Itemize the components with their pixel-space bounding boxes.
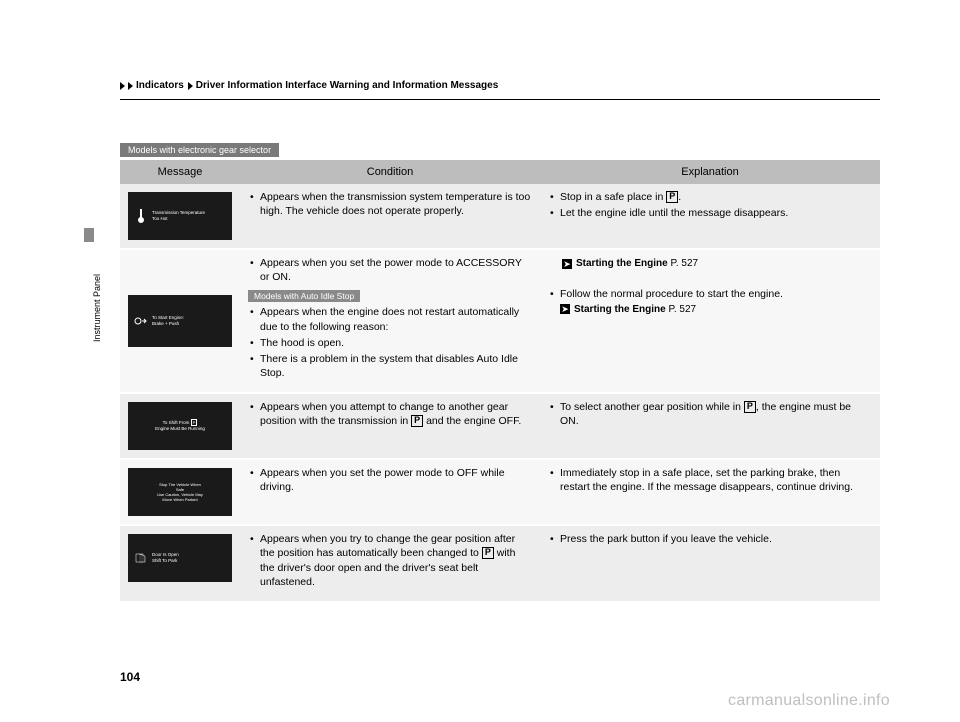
screen-text: Engine Must Be Running: [134, 426, 226, 432]
thermometer-icon: [134, 208, 148, 224]
condition-item: Appears when the transmission system tem…: [248, 190, 532, 218]
side-tab-label: Instrument Panel: [92, 274, 102, 342]
breadcrumb-arrow-icon: [128, 82, 133, 90]
text-run: Appears when you try to change the gear …: [260, 533, 515, 559]
text-run: Stop in a safe place in: [560, 191, 666, 203]
explanation-item: Press the park button if you leave the v…: [548, 532, 872, 546]
table-row: To Shift From P Engine Must Be Running A…: [120, 393, 880, 459]
breadcrumb-level-1: Indicators: [136, 80, 184, 91]
brake-push-icon: [134, 314, 148, 328]
explanation-item: Let the engine idle until the message di…: [548, 206, 872, 220]
explanation-item: Follow the normal procedure to start the…: [548, 287, 872, 317]
side-tab-marker: [84, 228, 94, 242]
gear-p-badge: P: [666, 191, 678, 203]
explanation-item: Stop in a safe place in P.: [548, 190, 872, 204]
col-header-condition: Condition: [240, 160, 540, 184]
text-run: .: [678, 191, 681, 203]
text-run: and the engine OFF.: [423, 415, 521, 427]
breadcrumb-arrow-icon: [120, 82, 125, 90]
condition-item: Appears when you set the power mode to O…: [248, 466, 532, 494]
gear-p-badge: P: [411, 415, 423, 427]
page-content: Indicators Driver Information Interface …: [0, 0, 960, 603]
text-run: Follow the normal procedure to start the…: [560, 288, 783, 300]
condition-item: Appears when you attempt to change to an…: [248, 400, 532, 428]
condition-item: Appears when you set the power mode to A…: [248, 256, 532, 284]
breadcrumb-arrow-icon: [188, 82, 193, 90]
text-run: To select another gear position while in: [560, 401, 744, 413]
xref-title: Starting the Engine: [576, 258, 668, 269]
screen-text: Shift To Park: [152, 558, 226, 564]
inner-tag: Models with Auto Idle Stop: [248, 290, 360, 302]
table-row: Transmission Temperature Too Hot Appears…: [120, 184, 880, 249]
side-tab: Instrument Panel: [84, 222, 102, 342]
gear-p-badge: P: [482, 547, 494, 559]
screen-text: Too Hot: [152, 216, 226, 222]
xref-arrow-icon: ➤: [560, 304, 570, 314]
explanation-item: Immediately stop in a safe place, set th…: [548, 466, 872, 494]
header-rule: [120, 99, 880, 100]
breadcrumb: Indicators Driver Information Interface …: [120, 80, 880, 91]
xref-page: P. 527: [668, 304, 696, 315]
condition-item: Appears when the engine does not restart…: [248, 305, 532, 333]
screen-text: Brake + Push: [152, 321, 226, 327]
xref-title: Starting the Engine: [574, 304, 666, 315]
col-header-message: Message: [120, 160, 240, 184]
table-row: Door Is Open Shift To Park Appears when …: [120, 525, 880, 602]
cross-reference: ➤ Starting the Engine P. 527: [562, 258, 872, 269]
section-tag: Models with electronic gear selector: [120, 143, 279, 157]
explanation-item: To select another gear position while in…: [548, 400, 872, 428]
message-screen: To Shift From P Engine Must Be Running: [128, 402, 232, 450]
cross-reference: ➤ Starting the Engine P. 527: [560, 303, 872, 317]
screen-text: Move When Parked: [134, 497, 226, 502]
message-screen: Door Is Open Shift To Park: [128, 534, 232, 582]
condition-item: The hood is open.: [248, 336, 532, 350]
message-screen: Stop The Vehicle When Safe Use Caution, …: [128, 468, 232, 516]
message-screen: To Start Engine: Brake + Push: [128, 295, 232, 347]
condition-item: Appears when you try to change the gear …: [248, 532, 532, 589]
table-row: Stop The Vehicle When Safe Use Caution, …: [120, 459, 880, 525]
page-number: 104: [120, 670, 140, 684]
gear-p-badge: P: [744, 401, 756, 413]
messages-table: Message Condition Explanation Transmissi…: [120, 160, 880, 603]
col-header-explanation: Explanation: [540, 160, 880, 184]
table-row: To Start Engine: Brake + Push Appears wh…: [120, 249, 880, 393]
door-icon: [134, 552, 148, 564]
breadcrumb-level-2: Driver Information Interface Warning and…: [196, 80, 498, 91]
xref-arrow-icon: ➤: [562, 259, 572, 269]
condition-item: There is a problem in the system that di…: [248, 352, 532, 380]
xref-page: P. 527: [670, 258, 698, 269]
message-screen: Transmission Temperature Too Hot: [128, 192, 232, 240]
watermark: carmanualsonline.info: [728, 692, 890, 710]
